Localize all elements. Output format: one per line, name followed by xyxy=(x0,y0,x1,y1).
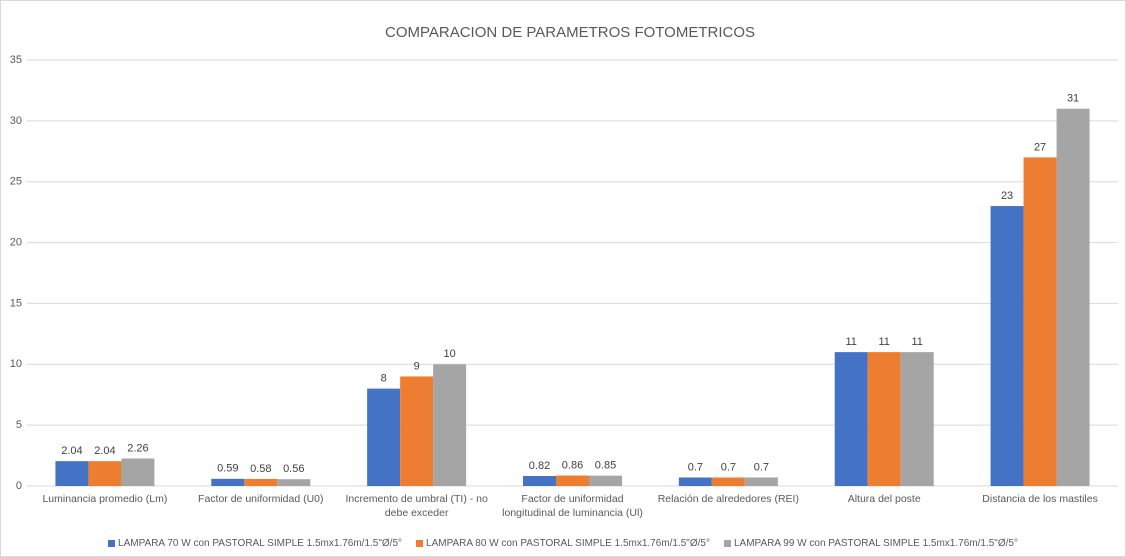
bar xyxy=(211,478,245,486)
bar xyxy=(678,477,712,486)
value-label: 0.7 xyxy=(754,461,769,473)
bar xyxy=(1056,108,1090,486)
bar xyxy=(711,477,745,486)
bar xyxy=(433,364,467,486)
bar xyxy=(523,476,556,486)
y-tick-label: 10 xyxy=(10,358,22,370)
bar xyxy=(367,388,401,486)
value-label: 2.04 xyxy=(61,445,82,457)
bar xyxy=(834,352,868,486)
x-tick-label: Factor de uniformidad longitudinal de lu… xyxy=(502,493,643,519)
value-label: 2.04 xyxy=(94,445,115,457)
value-label: 11 xyxy=(846,336,857,348)
value-label: 0.85 xyxy=(595,460,616,472)
bar xyxy=(88,461,122,486)
bar xyxy=(900,352,934,486)
bar xyxy=(244,478,278,486)
legend-label: LAMPARA 80 W con PASTORAL SIMPLE 1.5mx1.… xyxy=(426,538,710,549)
x-tick-label: Altura del poste xyxy=(847,493,921,505)
x-tick-label: Factor de uniformidad (U0) xyxy=(198,493,324,505)
bar xyxy=(556,475,589,486)
value-label: 0.59 xyxy=(217,463,238,475)
y-tick-label: 35 xyxy=(10,54,22,66)
legend-label: LAMPARA 99 W con PASTORAL SIMPLE 1.5mx1.… xyxy=(733,538,1018,549)
y-tick-label: 15 xyxy=(10,297,22,309)
value-label: 0.82 xyxy=(529,460,550,472)
bar xyxy=(990,206,1024,487)
bar xyxy=(121,458,155,486)
legend-swatch xyxy=(416,540,424,547)
value-label: 11 xyxy=(879,336,890,348)
x-tick-label: Relación de alrededores (REI) xyxy=(657,493,799,505)
y-tick-label: 5 xyxy=(16,419,22,431)
value-label: 0.58 xyxy=(250,463,271,475)
value-label: 0.86 xyxy=(562,459,583,471)
value-label: 27 xyxy=(1034,141,1046,153)
bar xyxy=(55,461,89,486)
x-tick-label: Incremento de umbral (TI) - no debe exce… xyxy=(345,493,488,519)
value-label: 8 xyxy=(381,373,387,385)
value-label: 23 xyxy=(1001,190,1013,202)
legend-label: LAMPARA 70 W con PASTORAL SIMPLE 1.5mx1.… xyxy=(118,538,403,549)
value-label: 0.7 xyxy=(721,461,736,473)
x-tick-label: Luminancia promedio (Lm) xyxy=(42,493,168,505)
value-label: 10 xyxy=(444,348,456,360)
y-tick-label: 30 xyxy=(10,115,22,127)
y-tick-label: 0 xyxy=(16,480,22,492)
legend-item: LAMPARA 80 W con PASTORAL SIMPLE 1.5mx1.… xyxy=(416,538,710,549)
value-label: 2.26 xyxy=(127,442,148,454)
value-label: 0.56 xyxy=(283,463,304,475)
y-tick-label: 20 xyxy=(10,236,22,248)
bar xyxy=(744,477,778,486)
y-tick-label: 25 xyxy=(10,176,22,188)
legend: LAMPARA 70 W con PASTORAL SIMPLE 1.5mx1.… xyxy=(0,538,1126,549)
value-label: 9 xyxy=(414,360,420,372)
bar xyxy=(1023,157,1057,486)
bar xyxy=(277,479,311,486)
bar xyxy=(400,376,434,486)
legend-swatch xyxy=(108,540,116,547)
value-label: 11 xyxy=(912,336,923,348)
bar xyxy=(867,352,901,486)
chart-title: COMPARACION DE PARAMETROS FOTOMETRICOS xyxy=(385,24,755,41)
value-label: 0.7 xyxy=(688,461,703,473)
legend-item: LAMPARA 70 W con PASTORAL SIMPLE 1.5mx1.… xyxy=(108,538,402,549)
legend-swatch xyxy=(723,540,731,547)
bar xyxy=(589,475,622,486)
legend-item: LAMPARA 99 W con PASTORAL SIMPLE 1.5mx1.… xyxy=(723,538,1018,549)
value-label: 31 xyxy=(1067,93,1079,105)
x-tick-label: Distancia de los mastiles xyxy=(982,493,1098,505)
